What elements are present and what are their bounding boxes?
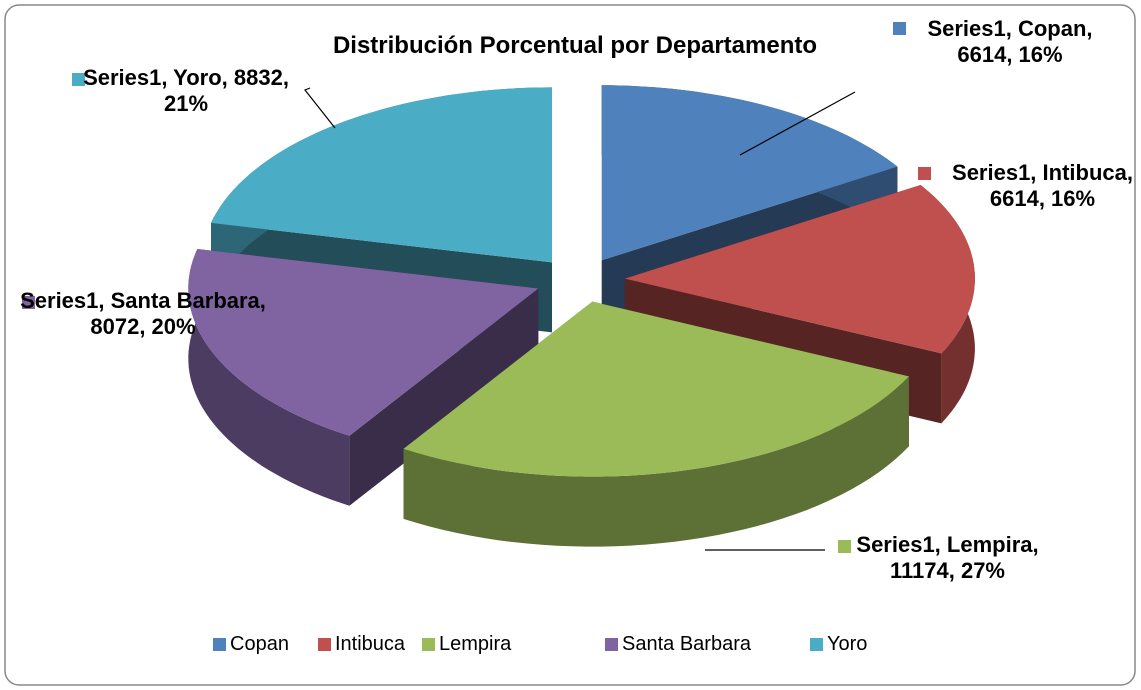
data-label: Series1, Intibuca, 6614, 16% <box>952 160 1133 211</box>
legend-swatch <box>605 638 618 651</box>
slice-wall <box>188 249 350 506</box>
legend-label: Copan <box>230 633 289 655</box>
legend-swatch <box>318 638 331 651</box>
pie-slice <box>624 185 975 354</box>
legend-label: Santa Barbara <box>622 633 751 655</box>
data-label: Series1, Santa Barbara, 8072, 20% <box>20 288 266 339</box>
label-key <box>838 540 851 553</box>
slice-wall <box>403 376 909 547</box>
data-label: Series1, Lempira, 11174, 27% <box>856 532 1039 583</box>
label-key <box>22 296 35 309</box>
legend-label: Intibuca <box>335 633 406 655</box>
pie-slice <box>188 249 539 436</box>
legend-swatch <box>213 638 226 651</box>
legend-swatch <box>810 638 823 651</box>
label-key <box>893 22 906 35</box>
label-key <box>918 167 931 180</box>
label-key <box>72 73 85 86</box>
pie-slice <box>211 87 552 263</box>
data-label: Series1, Yoro, 8832, 21% <box>83 65 289 116</box>
chart-title: Distribución Porcentual por Departamento <box>332 32 818 59</box>
legend-swatch <box>422 638 435 651</box>
leader-line <box>739 91 856 156</box>
leader-line <box>304 87 336 129</box>
legend-label: Lempira <box>439 633 512 655</box>
data-label: Series1, Copan, 6614, 16% <box>927 16 1093 67</box>
pie-slice <box>403 301 909 477</box>
legend-label: Yoro <box>827 633 868 655</box>
pie-slice <box>601 85 898 261</box>
